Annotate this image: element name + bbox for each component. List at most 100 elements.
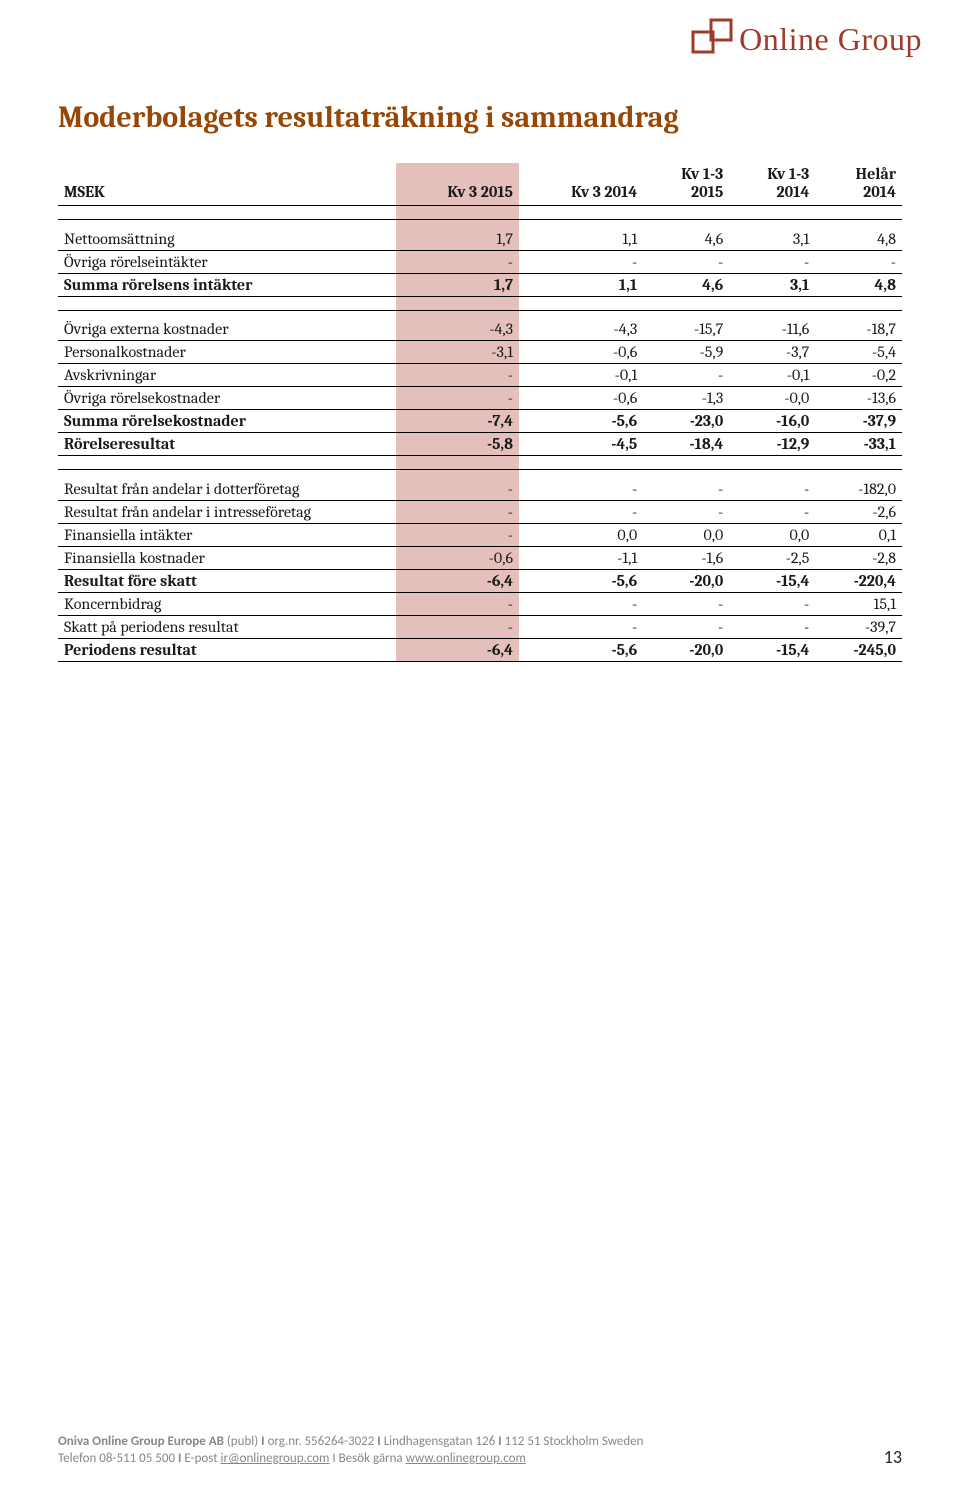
row-value: -245,0 (815, 638, 902, 661)
row-value: 1,7 (396, 228, 519, 251)
footer-url-link[interactable]: www.onlinegroup.com (406, 1451, 526, 1466)
row-value: - (519, 592, 643, 615)
row-value: - (396, 523, 519, 546)
row-label: Koncernbidrag (58, 592, 396, 615)
table-row: Finansiella kostnader-0,6-1,1-1,6-2,5-2,… (58, 546, 902, 569)
table-row: Summa rörelsekostnader-7,4-5,6-23,0-16,0… (58, 410, 902, 433)
row-value: -2,6 (815, 500, 902, 523)
page-content: Moderbolagets resultaträkning i sammandr… (0, 0, 960, 662)
row-value: - (396, 615, 519, 638)
row-value: -20,0 (643, 569, 729, 592)
table-row: Summa rörelsens intäkter1,71,14,63,14,8 (58, 273, 902, 296)
row-value: -5,9 (643, 341, 729, 364)
row-value: -0,1 (729, 364, 815, 387)
row-label: Skatt på periodens resultat (58, 615, 396, 638)
row-value: -0,1 (519, 364, 643, 387)
row-label: Resultat före skatt (58, 569, 396, 592)
table-row: Periodens resultat-6,4-5,6-20,0-15,4-245… (58, 638, 902, 661)
table-row: Övriga rörelseintäkter----- (58, 250, 902, 273)
row-value: - (729, 250, 815, 273)
table-row: Avskrivningar--0,1--0,1-0,2 (58, 364, 902, 387)
row-value: -20,0 (643, 638, 729, 661)
row-value: -15,4 (729, 569, 815, 592)
row-value: 3,1 (729, 273, 815, 296)
row-value: - (729, 500, 815, 523)
row-value: -3,7 (729, 341, 815, 364)
row-value: 1,7 (396, 273, 519, 296)
page-footer: Oniva Online Group Europe AB (publ) I or… (58, 1434, 902, 1468)
row-value: -15,4 (729, 638, 815, 661)
row-value: - (643, 250, 729, 273)
row-value: -1,1 (519, 546, 643, 569)
row-label: Resultat från andelar i dotterföretag (58, 478, 396, 501)
row-label: Finansiella kostnader (58, 546, 396, 569)
table-row: Rörelseresultat-5,8-4,5-18,4-12,9-33,1 (58, 433, 902, 456)
row-value: -5,6 (519, 638, 643, 661)
row-value: -5,8 (396, 433, 519, 456)
row-value: -2,5 (729, 546, 815, 569)
row-value: -6,4 (396, 569, 519, 592)
table-row: Koncernbidrag----15,1 (58, 592, 902, 615)
table-row: Nettoomsättning1,71,14,63,14,8 (58, 228, 902, 251)
row-value: -1,3 (643, 387, 729, 410)
row-label: Avskrivningar (58, 364, 396, 387)
footer-text: Oniva Online Group Europe AB (publ) I or… (58, 1434, 643, 1468)
row-value: -3,1 (396, 341, 519, 364)
row-value: - (643, 364, 729, 387)
column-header: Kv 3 2014 (519, 163, 643, 206)
row-value: 1,1 (519, 228, 643, 251)
brand-logo: Online Group (691, 18, 922, 60)
table-row: Resultat från andelar i dotterföretag---… (58, 478, 902, 501)
footer-email-link[interactable]: ir@onlinegroup.com (220, 1451, 329, 1466)
row-label: Övriga rörelsekostnader (58, 387, 396, 410)
column-header: Helår2014 (815, 163, 902, 206)
row-value: -0,6 (396, 546, 519, 569)
row-value: -4,3 (519, 318, 643, 341)
row-label: Summa rörelsekostnader (58, 410, 396, 433)
row-value: -39,7 (815, 615, 902, 638)
row-value: - (643, 500, 729, 523)
row-value: 4,8 (815, 228, 902, 251)
row-value: - (519, 478, 643, 501)
logo-icon (691, 18, 733, 60)
table-row: Personalkostnader-3,1-0,6-5,9-3,7-5,4 (58, 341, 902, 364)
footer-company: Oniva Online Group Europe AB (58, 1434, 224, 1449)
row-value: - (396, 364, 519, 387)
row-value: - (519, 250, 643, 273)
row-value: -4,3 (396, 318, 519, 341)
row-value: -0,6 (519, 341, 643, 364)
row-value: - (643, 592, 729, 615)
row-value: - (396, 500, 519, 523)
row-label: Nettoomsättning (58, 228, 396, 251)
row-value: - (519, 500, 643, 523)
row-label: Övriga externa kostnader (58, 318, 396, 341)
row-value: -15,7 (643, 318, 729, 341)
column-header: Kv 1-32014 (729, 163, 815, 206)
row-value: -5,6 (519, 410, 643, 433)
table-row: Finansiella intäkter-0,00,00,00,1 (58, 523, 902, 546)
row-label: Summa rörelsens intäkter (58, 273, 396, 296)
row-value: - (815, 250, 902, 273)
row-label: Rörelseresultat (58, 433, 396, 456)
row-value: -13,6 (815, 387, 902, 410)
row-value: 4,6 (643, 273, 729, 296)
row-value: - (729, 478, 815, 501)
row-value: 4,6 (643, 228, 729, 251)
row-value: -4,5 (519, 433, 643, 456)
row-value: - (643, 478, 729, 501)
row-value: -18,7 (815, 318, 902, 341)
column-header: MSEK (58, 163, 396, 206)
row-value: 0,1 (815, 523, 902, 546)
column-header: Kv 3 2015 (396, 163, 519, 206)
row-value: -7,4 (396, 410, 519, 433)
row-value: -33,1 (815, 433, 902, 456)
row-value: 0,0 (519, 523, 643, 546)
row-value: 4,8 (815, 273, 902, 296)
row-value: 0,0 (643, 523, 729, 546)
row-value: - (729, 592, 815, 615)
table-row: Resultat från andelar i intresseföretag-… (58, 500, 902, 523)
row-value: -23,0 (643, 410, 729, 433)
row-value: 15,1 (815, 592, 902, 615)
row-value: - (643, 615, 729, 638)
table-row: Övriga rörelsekostnader--0,6-1,3-0,0-13,… (58, 387, 902, 410)
